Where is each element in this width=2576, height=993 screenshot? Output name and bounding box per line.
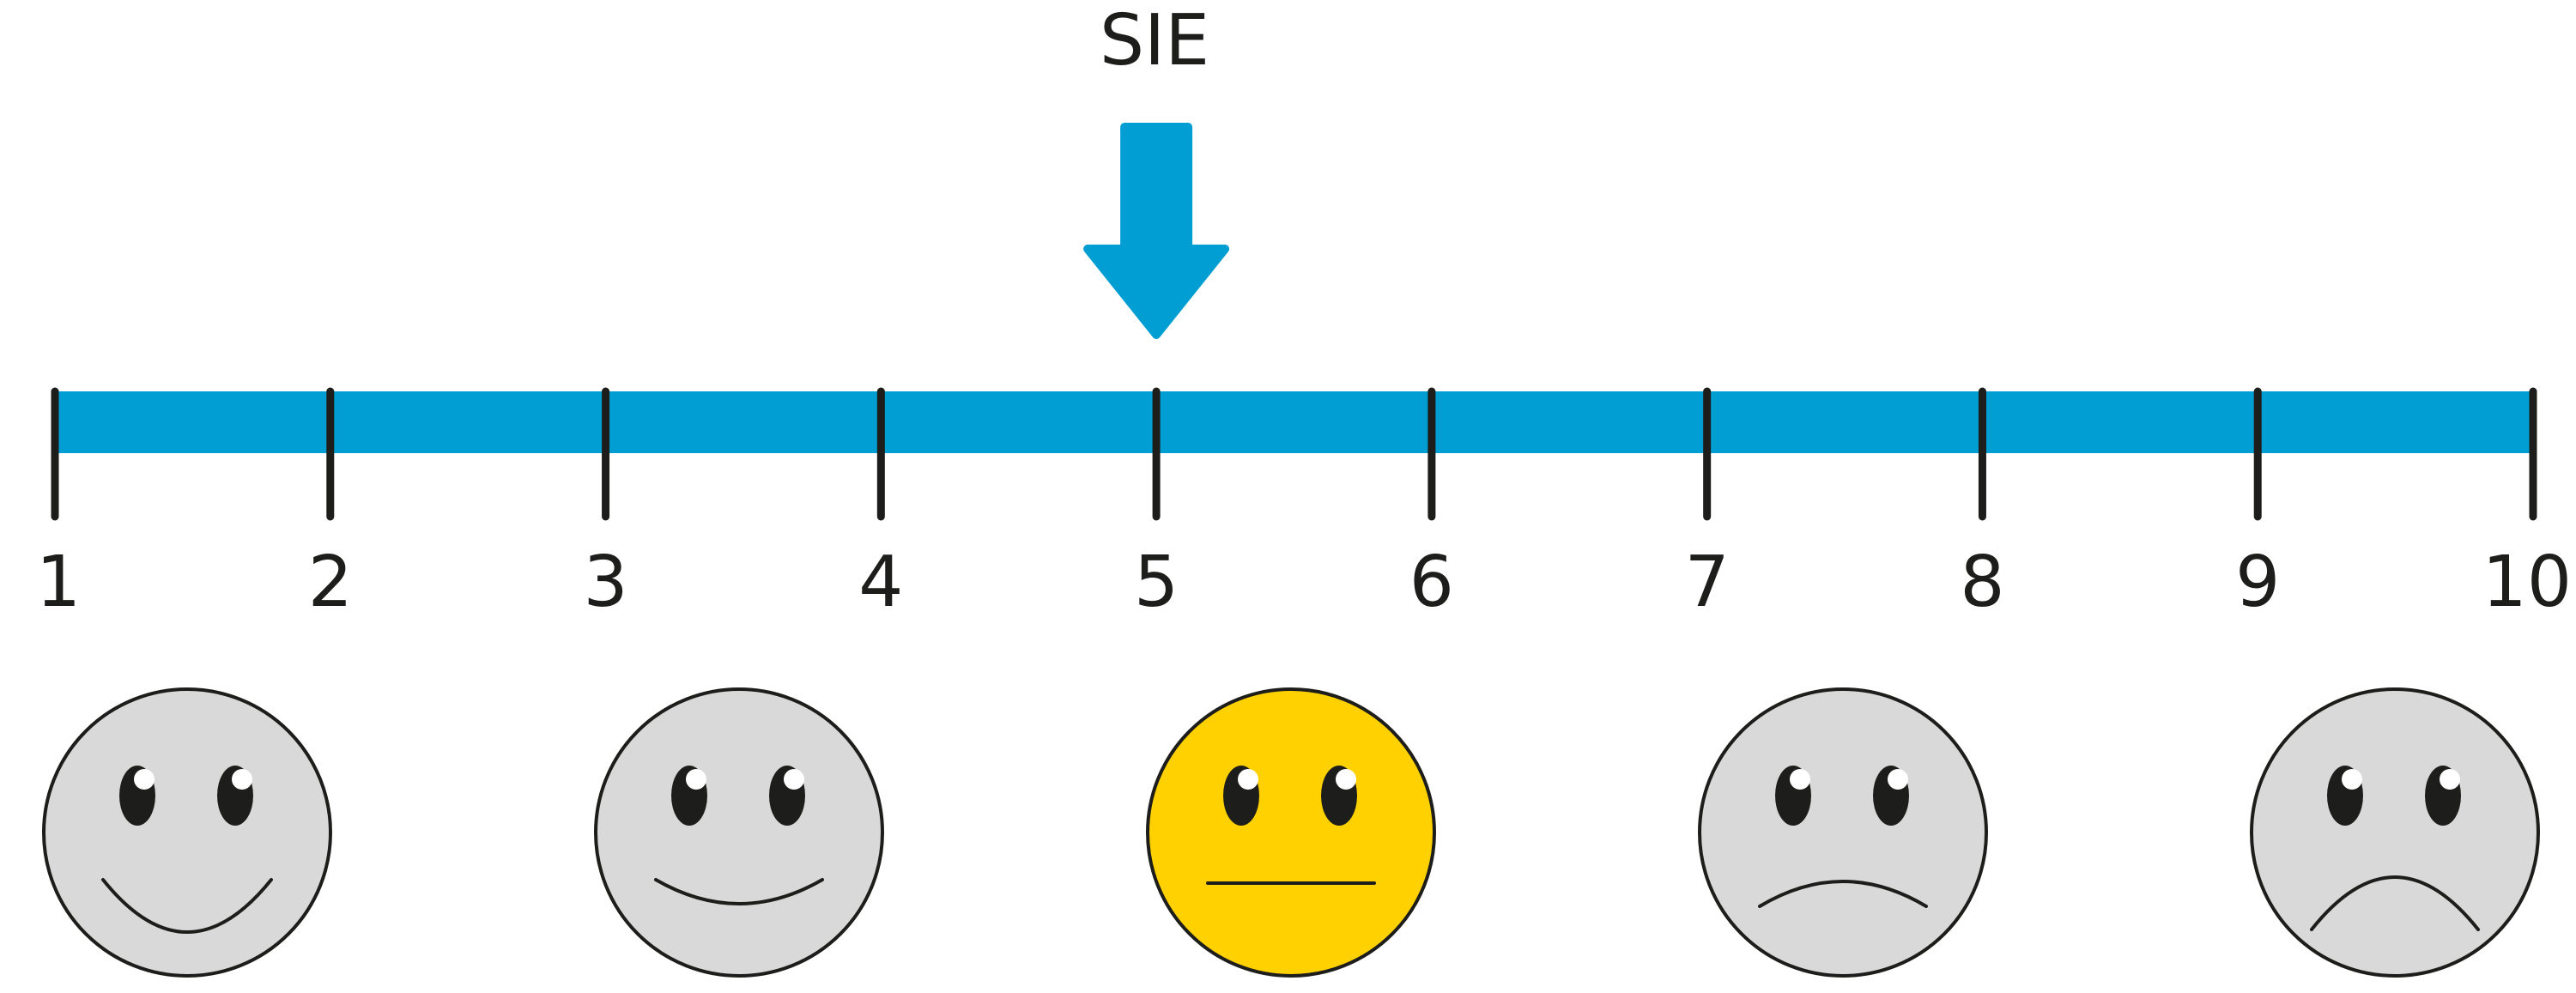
marker-label-text: SIE [1099,0,1210,82]
right-eye-highlight [2440,769,2460,790]
left-eye-highlight [1790,769,1810,790]
mood-face-group [42,687,2540,978]
marker-arrow-group [1083,123,1230,339]
sad-face-icon [1698,687,1988,978]
tick-label-8: 8 [1960,542,2004,623]
tick-label-3: 3 [583,542,627,623]
left-eye-highlight [686,769,706,790]
very-happy-face-icon [42,687,332,978]
right-eye-highlight [232,769,252,790]
tick-label-10: 10 [2482,542,2572,623]
right-eye-highlight [784,769,804,790]
mouth [101,878,273,934]
scale-bar [55,391,2533,453]
face-circle [594,687,884,978]
very-sad-face-icon [2250,687,2540,978]
tick-label-2: 2 [308,542,353,623]
left-eye-highlight [134,769,155,790]
scale-bar-group [55,391,2533,453]
tick-label-5: 5 [1134,542,1179,623]
tick-label-9: 9 [2235,542,2280,623]
left-eye-highlight [1238,769,1258,790]
tick-label-7: 7 [1685,542,1730,623]
mouth [1758,880,1928,908]
happy-face-icon [594,687,884,978]
face-circle [42,687,332,978]
tick-label-group: 1 2 3 4 5 6 7 8 9 10 [36,542,2572,623]
tick-label-4: 4 [858,542,903,623]
mouth [654,878,824,905]
right-eye-highlight [1888,769,1908,790]
neutral-face-icon [1146,687,1436,978]
right-eye-highlight [1336,769,1356,790]
tick-label-6: 6 [1409,542,1454,623]
face-circle [1698,687,1988,978]
left-eye-highlight [2342,769,2362,790]
mouth [2310,875,2480,931]
tick-mark-group [51,387,2537,521]
face-circle [2250,687,2540,978]
marker-arrow-icon [1083,123,1230,339]
face-circle [1146,687,1436,978]
tick-label-1: 1 [36,542,81,623]
